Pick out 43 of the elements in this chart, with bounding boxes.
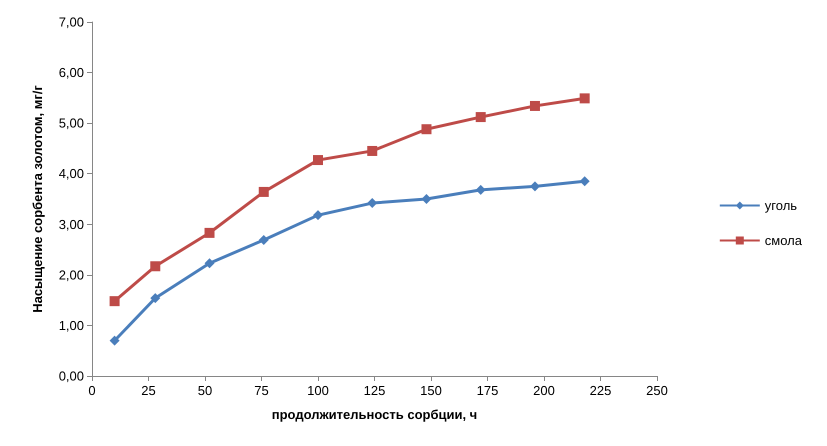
y-tick-label: 2,00 [58,267,84,282]
x-tick-label: 50 [198,383,212,398]
point [476,112,486,122]
x-tick-label: 75 [254,383,269,398]
y-tick-label: 4,00 [58,166,84,182]
x-tick-label: 225 [590,383,612,398]
point [258,186,269,197]
x-axis-title: продолжительность сорбции, ч [272,407,478,422]
x-tick-label: 250 [646,383,668,398]
y-tick-label: 1,00 [58,318,84,333]
point [476,184,486,195]
point [204,228,215,238]
point [204,258,215,268]
legend-label: смола [764,233,803,248]
point [110,336,120,346]
y-tick-label: 0,00 [58,368,84,384]
point [530,100,540,111]
x-tick-label: 125 [364,383,386,398]
point [367,198,378,208]
point [313,210,323,220]
y-tick-label: 6,00 [58,65,84,80]
point [421,124,432,134]
point [580,176,590,186]
point [258,234,269,245]
y-tick-label: 3,00 [58,216,84,232]
point [530,181,540,192]
y-tick-label: 7,00 [58,14,84,30]
point [421,194,432,204]
x-tick-label: 100 [307,383,329,398]
y-axis-title: Насыщение сорбента золотом, мг/г [30,84,45,313]
x-tick-label: 25 [141,383,156,398]
point [580,93,590,104]
point [367,146,378,156]
point [110,296,120,306]
point [150,261,160,272]
x-tick-label: 150 [420,383,442,398]
x-tick-label: 175 [476,383,498,398]
x-tick-label: 200 [533,383,555,398]
point [150,293,160,304]
y-tick-label: 5,00 [58,116,84,131]
legend-label: уголь [764,198,798,213]
point [313,155,323,166]
x-tick-label: 0 [88,383,96,398]
